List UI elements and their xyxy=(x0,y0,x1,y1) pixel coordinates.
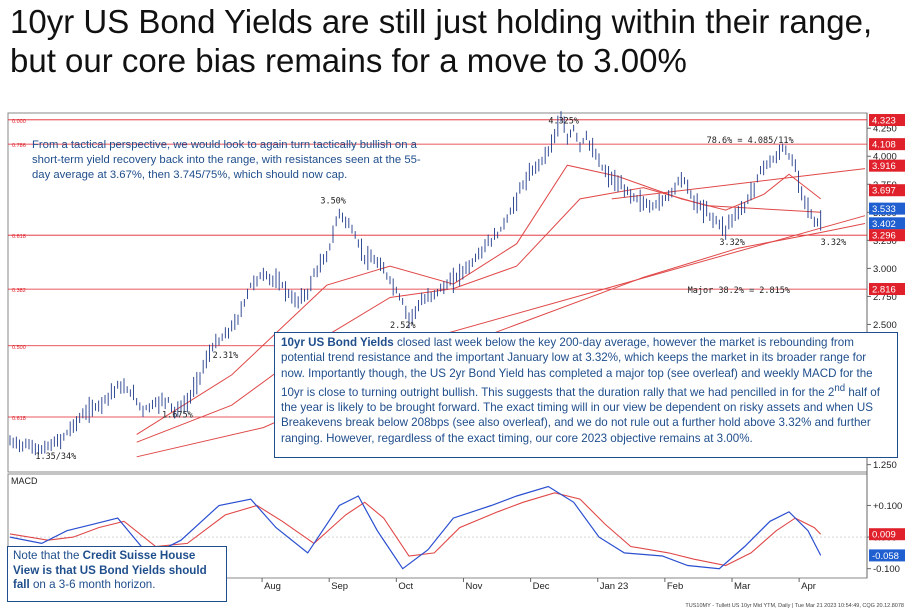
x-tick-label: Aug xyxy=(264,581,281,592)
macd-value-badge-label: -0.058 xyxy=(872,551,899,562)
macd-value-badge-label: 0.009 xyxy=(872,530,896,541)
level-ratio-label: 0.000 xyxy=(12,119,26,125)
price-annotation: 1.675% xyxy=(162,411,193,421)
value-badge-label: 4.108 xyxy=(872,140,896,151)
x-tick-label: Nov xyxy=(465,581,482,592)
house-view-text-a: Note that the xyxy=(13,549,83,562)
x-tick-label: Oct xyxy=(398,581,413,592)
y-tick-label: 1.250 xyxy=(873,460,897,471)
value-badge-label: 3.916 xyxy=(872,161,896,172)
macd-value-badge xyxy=(869,528,905,541)
level-ratio-label: 0.500 xyxy=(12,345,26,351)
macd-title: MACD xyxy=(11,476,38,486)
value-badge xyxy=(869,114,905,127)
y-tick-label: 4.250 xyxy=(873,124,897,135)
price-annotation: 2.52% xyxy=(390,321,416,331)
value-badge xyxy=(869,184,905,197)
house-view-text-b: on a 3-6 month horizon. xyxy=(29,578,156,592)
ma-55-line xyxy=(136,164,822,435)
macd-value-badge xyxy=(869,549,905,562)
y-tick-label: 2.750 xyxy=(873,292,897,303)
value-badge-label: 2.816 xyxy=(872,285,896,296)
level-ratio-label: 0.382 xyxy=(12,288,26,294)
price-annotation: 3.32% xyxy=(719,238,745,248)
price-annotation: 1.35/34% xyxy=(35,452,76,462)
level-ratio-label: 0.786 xyxy=(12,143,26,149)
page-headline: 10yr US Bond Yields are still just holdi… xyxy=(10,3,873,79)
price-annotation: 3.50% xyxy=(320,196,346,206)
chart-footer: TUS10MY - Tullett US 10yr Mid YTM, Daily… xyxy=(685,603,904,609)
value-badge-label: 3.697 xyxy=(872,186,896,197)
price-annotation: 2.31% xyxy=(213,351,239,361)
value-badge xyxy=(869,202,905,215)
value-badge xyxy=(869,229,905,242)
analysis-note: 10yr US Bond Yields closed last week bel… xyxy=(274,332,898,458)
x-tick-label: Apr xyxy=(801,581,816,592)
price-annotation: 4.325% xyxy=(548,117,579,127)
value-badge-label: 3.402 xyxy=(872,219,896,230)
price-annotation: 3.32% xyxy=(821,238,847,248)
y-tick-label: 4.000 xyxy=(873,152,897,163)
house-view-note: Note that the Credit Suisse House View i… xyxy=(7,546,227,602)
resistance-trend-line xyxy=(611,168,866,200)
value-badge xyxy=(869,159,905,172)
value-badge-label: 3.296 xyxy=(872,231,896,242)
x-tick-label: Jan 23 xyxy=(600,581,629,592)
macd-y-tick-label: +0.100 xyxy=(873,501,902,512)
value-badge-label: 4.323 xyxy=(872,116,896,127)
x-tick-label: Mar xyxy=(734,581,750,592)
tactical-note: From a tactical perspective, we would lo… xyxy=(32,139,421,182)
value-badge xyxy=(869,217,905,230)
value-badge xyxy=(869,283,905,296)
y-tick-label: 2.500 xyxy=(873,320,897,331)
x-tick-label: Dec xyxy=(533,581,550,592)
value-badge-label: 3.533 xyxy=(872,204,896,215)
macd-y-tick-label: -0.100 xyxy=(873,564,900,575)
y-tick-label: 3.000 xyxy=(873,264,897,275)
house-view-bold: Credit Suisse House View is that US Bond… xyxy=(13,549,207,592)
analysis-note-sup: nd xyxy=(834,382,846,394)
price-annotation: 78.6% = 4.085/11% xyxy=(707,136,794,146)
analysis-note-text-a: closed last week below the key 200-day a… xyxy=(281,336,873,399)
value-badge xyxy=(869,138,905,151)
analysis-note-lead: 10yr US Bond Yields xyxy=(281,336,394,349)
y-tick-label: 3.250 xyxy=(873,236,897,247)
x-tick-label: Sep xyxy=(331,581,348,592)
x-tick-label: Feb xyxy=(667,581,683,592)
level-ratio-label: 0.618 xyxy=(12,416,26,422)
analysis-note-text-b: half of the year is likely to be brought… xyxy=(281,385,880,445)
level-ratio-label: 0.618 xyxy=(12,234,26,240)
price-annotation: Major 38.2% = 2.815% xyxy=(688,286,790,296)
